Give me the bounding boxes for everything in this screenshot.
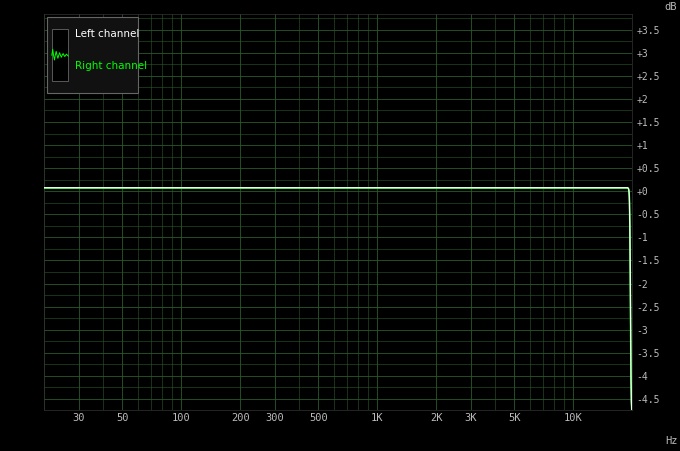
- Text: Hz: Hz: [665, 436, 677, 446]
- Text: Right channel: Right channel: [75, 61, 148, 71]
- Bar: [52, 29, 68, 81]
- Text: dB: dB: [665, 1, 677, 12]
- Text: Left channel: Left channel: [75, 29, 140, 39]
- Bar: [47, 18, 138, 93]
